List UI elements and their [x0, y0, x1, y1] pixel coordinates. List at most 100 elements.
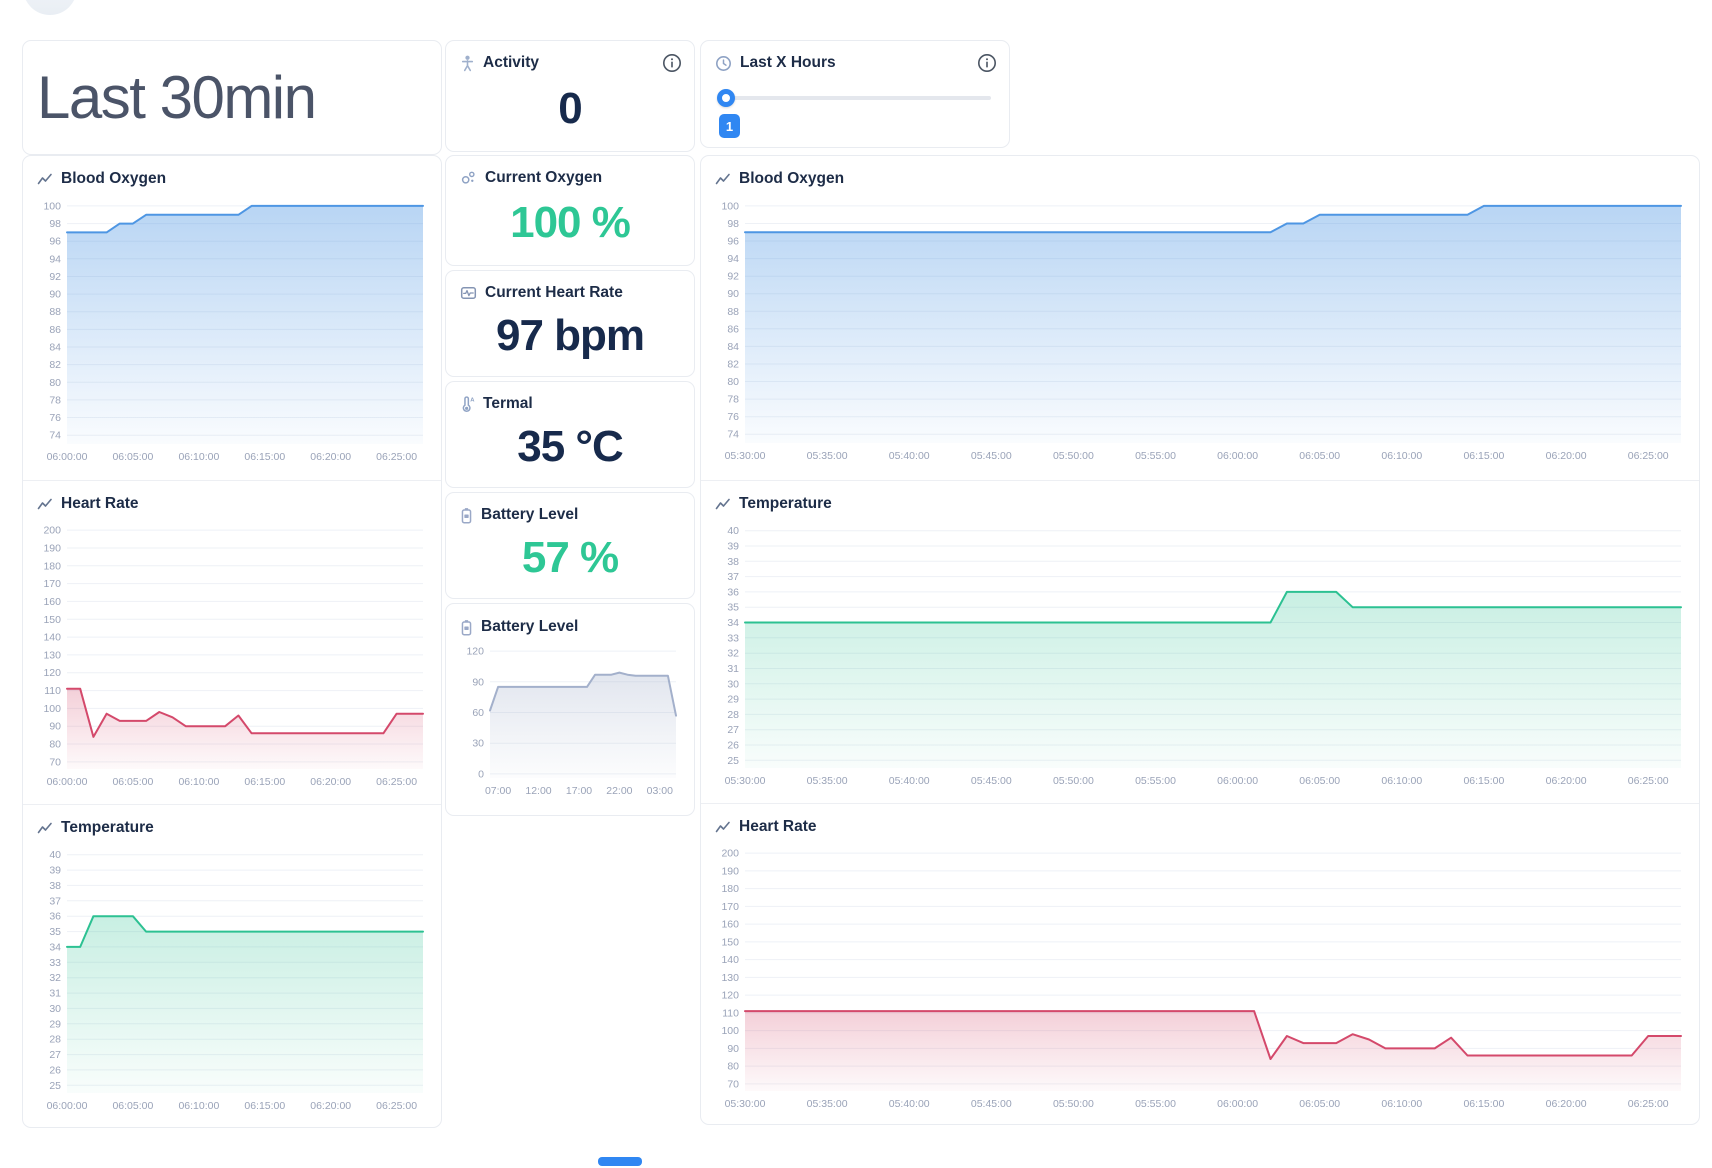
svg-text:25: 25 — [727, 755, 739, 767]
info-icon[interactable] — [662, 53, 682, 73]
panel-title: Blood Oxygen — [61, 170, 167, 187]
activity-label: Activity — [483, 54, 539, 71]
temperature-panel-1h: Temperature 40 39 38 37 36 35 34 33 32 31 30 29 28 27… — [701, 480, 1699, 803]
horizontal-scrollbar-thumb[interactable] — [598, 1157, 642, 1166]
heart-rate-panel-30min: Heart Rate 200 190 180 170 160 150 140 130 120 11… — [23, 480, 441, 804]
svg-text:28: 28 — [49, 1034, 61, 1046]
svg-text:06:10:00: 06:10:00 — [178, 1100, 219, 1112]
hours-slider[interactable]: 1 — [717, 88, 991, 140]
svg-text:100: 100 — [721, 200, 739, 212]
svg-text:06:10:00: 06:10:00 — [1381, 450, 1422, 462]
svg-text:05:55:00: 05:55:00 — [1135, 775, 1176, 787]
svg-text:26: 26 — [49, 1064, 61, 1076]
svg-text:100: 100 — [43, 200, 61, 212]
svg-text:120: 120 — [43, 667, 61, 679]
stat-label: Current Oxygen — [485, 169, 603, 186]
svg-text:0: 0 — [478, 768, 484, 780]
svg-text:76: 76 — [727, 411, 739, 423]
svg-text:82: 82 — [49, 359, 61, 371]
svg-text:37: 37 — [49, 895, 61, 907]
svg-text:05:55:00: 05:55:00 — [1135, 1098, 1176, 1110]
heart-rate-chart-30min: 200 190 180 170 160 150 140 130 120 110 100 90 80 70 0… — [37, 517, 429, 791]
svg-text:96: 96 — [727, 236, 739, 248]
svg-text:60: 60 — [472, 707, 484, 719]
svg-text:120: 120 — [721, 990, 739, 1002]
svg-text:06:20:00: 06:20:00 — [310, 776, 351, 788]
svg-text:84: 84 — [49, 342, 61, 354]
svg-text:90: 90 — [727, 1043, 739, 1055]
svg-text:92: 92 — [727, 271, 739, 283]
svg-text:05:45:00: 05:45:00 — [971, 775, 1012, 787]
svg-text:06:25:00: 06:25:00 — [376, 776, 417, 788]
svg-text:190: 190 — [43, 543, 61, 555]
svg-text:07:00: 07:00 — [485, 785, 511, 797]
current-oxygen-value: 100 % — [510, 198, 631, 247]
svg-text:32: 32 — [727, 648, 739, 660]
svg-text:05:55:00: 05:55:00 — [1135, 450, 1176, 462]
svg-text:31: 31 — [49, 988, 61, 1000]
svg-text:100: 100 — [43, 703, 61, 715]
svg-text:06:05:00: 06:05:00 — [112, 1100, 153, 1112]
svg-text:70: 70 — [727, 1078, 739, 1090]
avatar[interactable] — [23, 0, 77, 15]
trend-icon — [37, 172, 53, 186]
svg-text:82: 82 — [727, 359, 739, 371]
svg-text:05:50:00: 05:50:00 — [1053, 775, 1094, 787]
svg-text:06:10:00: 06:10:00 — [178, 451, 219, 463]
svg-text:06:00:00: 06:00:00 — [47, 451, 88, 463]
svg-text:06:00:00: 06:00:00 — [47, 1100, 88, 1112]
svg-text:06:20:00: 06:20:00 — [1546, 775, 1587, 787]
current-heart-rate-card: Current Heart Rate 97 bpm — [445, 270, 695, 377]
svg-text:200: 200 — [721, 848, 739, 860]
page-title: Last 30min — [37, 64, 317, 131]
trend-icon — [715, 172, 731, 186]
svg-text:110: 110 — [44, 685, 61, 697]
slider-track[interactable] — [719, 96, 991, 100]
right-charts-card: Blood Oxygen 100 98 96 94 92 90 88 86 84 82 80 78 76… — [700, 155, 1700, 1125]
svg-text:36: 36 — [49, 911, 61, 923]
info-icon[interactable] — [977, 53, 997, 73]
blood-oxygen-panel-1h: Blood Oxygen 100 98 96 94 92 90 88 86 84 82 80 78 76… — [701, 156, 1699, 480]
svg-text:06:20:00: 06:20:00 — [1546, 450, 1587, 462]
temperature-panel-30min: Temperature 40 39 38 37 36 35 34 33 32 31 30 29 28 27… — [23, 804, 441, 1127]
svg-text:90: 90 — [49, 721, 61, 733]
svg-text:30: 30 — [49, 1003, 61, 1015]
svg-text:06:25:00: 06:25:00 — [1628, 1098, 1669, 1110]
svg-text:05:35:00: 05:35:00 — [807, 1098, 848, 1110]
thermal-card: A Termal 35 °C — [445, 381, 695, 488]
svg-text:03:00: 03:00 — [647, 785, 673, 797]
battery-chart-card: Battery Level 120 90 60 30 0 07:00 12:00 17:00 2… — [445, 603, 695, 816]
svg-text:84: 84 — [727, 341, 739, 353]
svg-text:39: 39 — [727, 541, 739, 553]
svg-text:05:35:00: 05:35:00 — [807, 450, 848, 462]
svg-text:06:05:00: 06:05:00 — [1299, 1098, 1340, 1110]
thermometer-icon: A — [460, 395, 475, 413]
svg-text:12:00: 12:00 — [525, 785, 551, 797]
svg-text:76: 76 — [49, 412, 61, 424]
svg-text:06:05:00: 06:05:00 — [112, 451, 153, 463]
svg-text:160: 160 — [721, 919, 739, 931]
svg-text:A: A — [470, 397, 475, 403]
svg-text:100: 100 — [721, 1025, 739, 1037]
svg-text:05:50:00: 05:50:00 — [1053, 450, 1094, 462]
svg-text:27: 27 — [727, 724, 739, 736]
svg-text:06:15:00: 06:15:00 — [244, 1100, 285, 1112]
svg-text:29: 29 — [727, 694, 739, 706]
hours-label: Last X Hours — [740, 54, 836, 71]
svg-text:22:00: 22:00 — [606, 785, 632, 797]
svg-text:98: 98 — [49, 218, 61, 230]
svg-text:06:15:00: 06:15:00 — [1463, 775, 1504, 787]
svg-text:34: 34 — [49, 941, 61, 953]
svg-text:170: 170 — [721, 901, 739, 913]
svg-text:38: 38 — [49, 880, 61, 892]
svg-text:05:45:00: 05:45:00 — [971, 1098, 1012, 1110]
svg-text:150: 150 — [43, 614, 61, 626]
svg-text:06:20:00: 06:20:00 — [310, 1100, 351, 1112]
panel-title: Battery Level — [481, 618, 579, 635]
svg-text:06:15:00: 06:15:00 — [244, 451, 285, 463]
svg-text:30: 30 — [472, 738, 484, 750]
battery-icon — [460, 619, 473, 636]
svg-text:06:15:00: 06:15:00 — [1463, 1098, 1504, 1110]
svg-text:160: 160 — [43, 596, 61, 608]
slider-handle[interactable] — [717, 89, 735, 107]
